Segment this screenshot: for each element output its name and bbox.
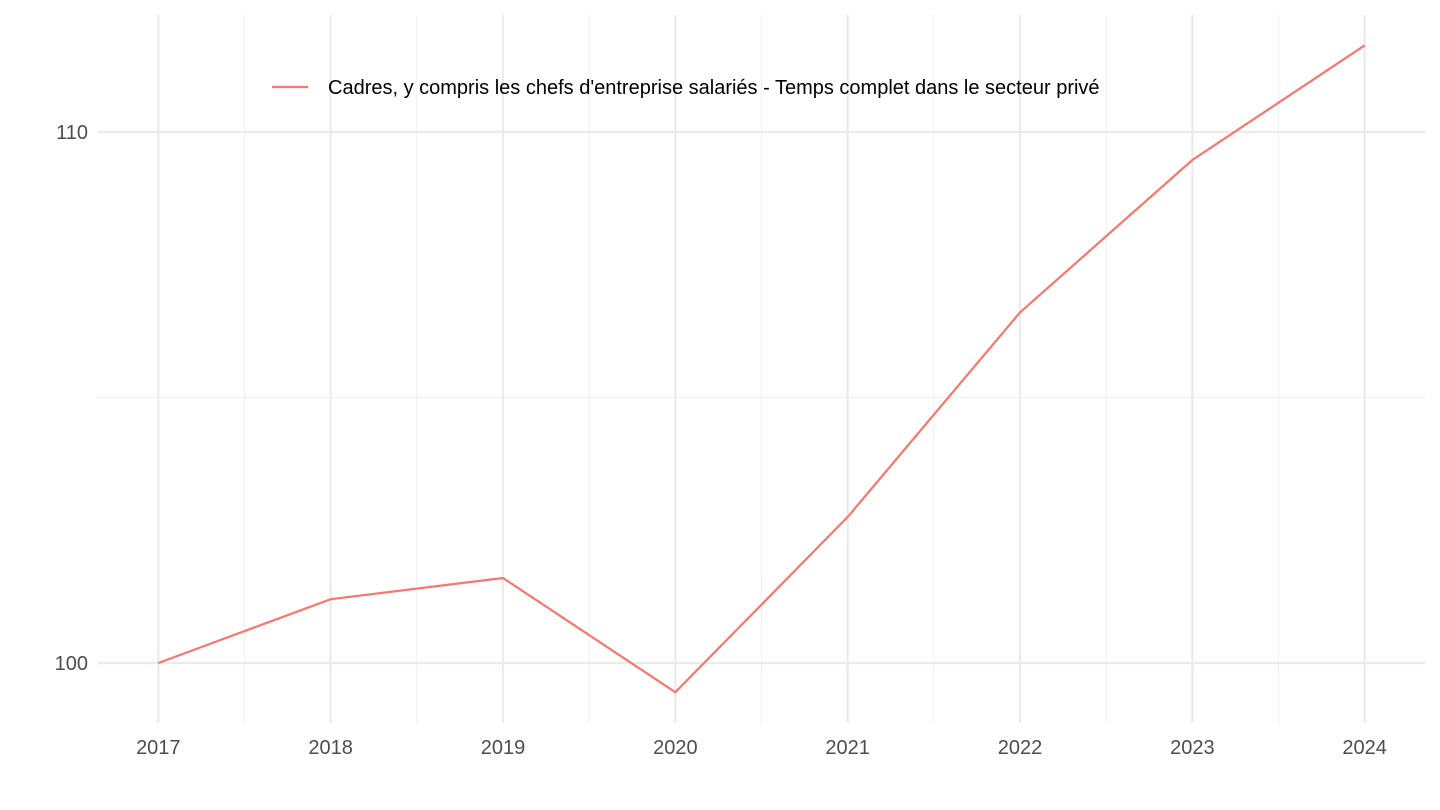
y-axis-tick-labels: 100 110 <box>55 122 88 675</box>
x-tick-label: 2023 <box>1170 737 1215 759</box>
x-tick-label: 2024 <box>1342 737 1387 759</box>
y-tick-label: 100 <box>55 653 88 675</box>
x-tick-label: 2019 <box>481 737 526 759</box>
x-tick-label: 2022 <box>998 737 1043 759</box>
y-tick-label: 110 <box>56 122 88 144</box>
x-axis-tick-labels: 2017 2018 2019 2020 2021 2022 2023 2024 <box>136 737 1387 759</box>
legend-label: Cadres, y compris les chefs d'entreprise… <box>328 77 1100 99</box>
major-gridlines-x <box>157 15 1366 723</box>
minor-gridlines-x <box>243 15 1280 723</box>
series-line <box>157 44 1366 694</box>
x-tick-label: 2017 <box>136 737 181 759</box>
x-tick-label: 2020 <box>653 737 698 759</box>
series-layer <box>157 44 1366 694</box>
legend: Cadres, y compris les chefs d'entreprise… <box>272 77 1100 99</box>
major-gridlines-y <box>98 130 1425 665</box>
x-tick-label: 2018 <box>308 737 353 759</box>
x-tick-label: 2021 <box>825 737 870 759</box>
